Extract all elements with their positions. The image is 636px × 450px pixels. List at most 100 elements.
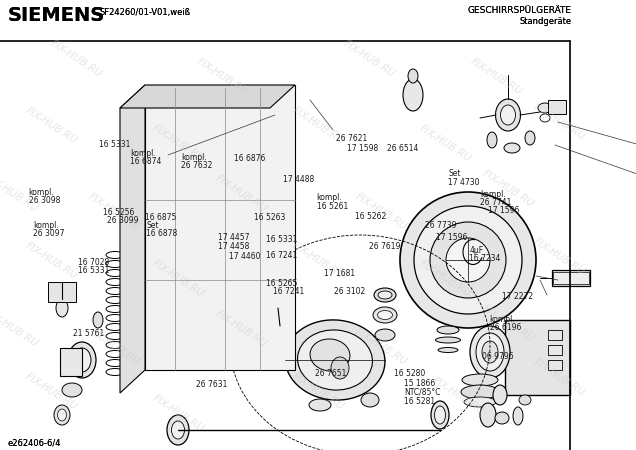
Ellipse shape [172, 421, 184, 439]
Text: 16 7241: 16 7241 [273, 287, 305, 296]
Text: FIX-HUB.RU: FIX-HUB.RU [341, 38, 397, 79]
Ellipse shape [480, 403, 496, 427]
Ellipse shape [476, 333, 504, 371]
Ellipse shape [495, 99, 520, 131]
Text: 26 6196: 26 6196 [490, 323, 521, 332]
Ellipse shape [375, 329, 395, 341]
Text: 26 3098: 26 3098 [29, 196, 60, 205]
Bar [548, 100, 566, 114]
Bar [60, 348, 82, 376]
Bar [553, 272, 589, 284]
Text: 26 7739: 26 7739 [425, 221, 457, 230]
Text: FIX-HUB.RU: FIX-HUB.RU [290, 106, 346, 146]
Text: 16 5256: 16 5256 [103, 208, 134, 217]
Text: FIX-HUB.RU: FIX-HUB.RU [48, 38, 104, 79]
Text: 17 1598: 17 1598 [347, 144, 378, 153]
Ellipse shape [437, 326, 459, 334]
Text: FIX-HUB.RU: FIX-HUB.RU [23, 241, 79, 281]
Text: FIX-HUB.RU: FIX-HUB.RU [214, 308, 270, 349]
Text: FIX-HUB.RU: FIX-HUB.RU [195, 56, 251, 97]
Text: 17 4458: 17 4458 [218, 242, 249, 251]
Ellipse shape [487, 132, 497, 148]
Circle shape [414, 206, 522, 314]
Text: 26 3102: 26 3102 [334, 287, 365, 296]
Text: FIX-HUB.RU: FIX-HUB.RU [354, 326, 410, 367]
Text: 06 9796: 06 9796 [482, 352, 514, 361]
Text: 26 6514: 26 6514 [387, 144, 418, 153]
Text: FIX-HUB.RU: FIX-HUB.RU [0, 173, 41, 214]
Text: 4µF: 4µF [469, 246, 483, 255]
Text: 16 5331: 16 5331 [99, 140, 130, 149]
Ellipse shape [434, 406, 445, 424]
Ellipse shape [464, 397, 496, 407]
Bar [248, 215, 260, 245]
Text: GESCHIRRSPÜLGERÄTE: GESCHIRRSPÜLGERÄTE [468, 6, 572, 15]
Text: FIX-HUB.RU: FIX-HUB.RU [290, 241, 346, 281]
Circle shape [143, 245, 153, 255]
Ellipse shape [378, 291, 392, 299]
Ellipse shape [309, 399, 331, 411]
Text: FIX-HUB.RU: FIX-HUB.RU [532, 358, 588, 398]
Ellipse shape [504, 143, 520, 153]
Ellipse shape [438, 347, 458, 352]
Circle shape [143, 293, 153, 303]
Text: 16 5331: 16 5331 [266, 235, 297, 244]
Text: 17 1681: 17 1681 [324, 269, 356, 278]
Text: kompl.: kompl. [181, 153, 207, 162]
Text: 17 1596: 17 1596 [436, 233, 467, 242]
Ellipse shape [167, 415, 189, 445]
Bar [552, 270, 590, 286]
Bar [548, 345, 562, 355]
Text: FIX-HUB.RU: FIX-HUB.RU [214, 173, 270, 214]
Text: 16 7234: 16 7234 [469, 254, 501, 263]
Text: FIX-HUB.RU: FIX-HUB.RU [86, 191, 142, 232]
Text: FIX-HUB.RU: FIX-HUB.RU [150, 259, 206, 299]
Text: 17 2272: 17 2272 [502, 292, 534, 301]
Ellipse shape [408, 69, 418, 83]
Text: 16 5263: 16 5263 [254, 213, 286, 222]
Ellipse shape [462, 374, 498, 386]
Text: 17 4730: 17 4730 [448, 178, 480, 187]
Ellipse shape [93, 312, 103, 328]
Text: Set: Set [146, 221, 159, 230]
Text: Set: Set [448, 169, 461, 178]
Text: 17 4488: 17 4488 [283, 176, 314, 184]
Text: SIEMENS: SIEMENS [8, 6, 105, 25]
Text: 16 5331: 16 5331 [78, 266, 109, 275]
Text: SIEMENS: SIEMENS [8, 6, 105, 25]
Text: 16 5280: 16 5280 [394, 369, 425, 378]
Ellipse shape [378, 310, 392, 320]
Text: 17 4460: 17 4460 [229, 252, 261, 261]
Circle shape [446, 238, 490, 282]
Bar [505, 320, 570, 395]
Text: kompl.: kompl. [130, 148, 156, 157]
Text: FIX-HUB.RU: FIX-HUB.RU [354, 191, 410, 232]
Text: 16 5262: 16 5262 [355, 212, 386, 221]
Text: 26 7619: 26 7619 [369, 242, 400, 251]
Text: FIX-HUB.RU: FIX-HUB.RU [23, 371, 79, 412]
Text: 16 6876: 16 6876 [234, 154, 265, 163]
Text: e262406-6/4: e262406-6/4 [8, 438, 62, 447]
Polygon shape [120, 85, 295, 108]
Text: 26 7621: 26 7621 [336, 134, 367, 143]
Text: Standgeräte: Standgeräte [520, 17, 572, 26]
Text: 26 3099: 26 3099 [107, 216, 139, 225]
Ellipse shape [62, 383, 82, 397]
Text: 15 1866: 15 1866 [404, 379, 435, 388]
Ellipse shape [361, 393, 379, 407]
Bar [130, 130, 145, 185]
Text: 26 7651: 26 7651 [315, 369, 346, 378]
Bar [548, 330, 562, 340]
Ellipse shape [68, 342, 96, 378]
Ellipse shape [54, 405, 70, 425]
Ellipse shape [310, 339, 350, 371]
Text: 16 6874: 16 6874 [130, 157, 162, 166]
Text: 26 7632: 26 7632 [181, 161, 212, 170]
Ellipse shape [73, 348, 91, 372]
Polygon shape [120, 85, 145, 393]
Text: FIX-HUB.RU: FIX-HUB.RU [417, 259, 473, 299]
Text: FIX-HUB.RU: FIX-HUB.RU [150, 394, 206, 434]
Text: kompl.: kompl. [29, 188, 54, 197]
Circle shape [143, 340, 153, 350]
Circle shape [400, 192, 536, 328]
